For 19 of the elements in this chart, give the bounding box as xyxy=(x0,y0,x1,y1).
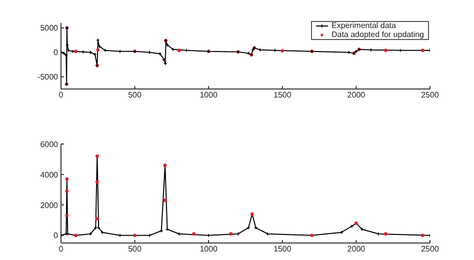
x-tick-label: 500 xyxy=(128,244,142,254)
x-tick-label: 1000 xyxy=(200,90,218,100)
y-tick-label: 0 xyxy=(54,231,59,240)
y-tick-label: 2000 xyxy=(40,200,59,210)
x-tick-label: 1500 xyxy=(274,90,292,100)
x-tick-label: 2500 xyxy=(421,244,440,254)
y-tick-label: 0 xyxy=(54,48,59,58)
y-tick-label: 5000 xyxy=(40,24,59,33)
y-tick-label: 6000 xyxy=(40,140,59,149)
x-tick-label: 2500 xyxy=(421,90,440,100)
x-tick-label: 2000 xyxy=(347,244,366,254)
series-label: Data adopted for updating xyxy=(331,30,424,39)
x-tick-label: 1000 xyxy=(200,244,218,254)
legend-label: Experimental data xyxy=(331,21,396,30)
x-tick-label: 1500 xyxy=(274,244,292,254)
x-tick-label: 2000 xyxy=(347,90,366,100)
y-tick-label: -5000 xyxy=(38,72,59,82)
y-tick-label: 4000 xyxy=(40,170,59,180)
x-tick-label: 500 xyxy=(128,90,142,100)
